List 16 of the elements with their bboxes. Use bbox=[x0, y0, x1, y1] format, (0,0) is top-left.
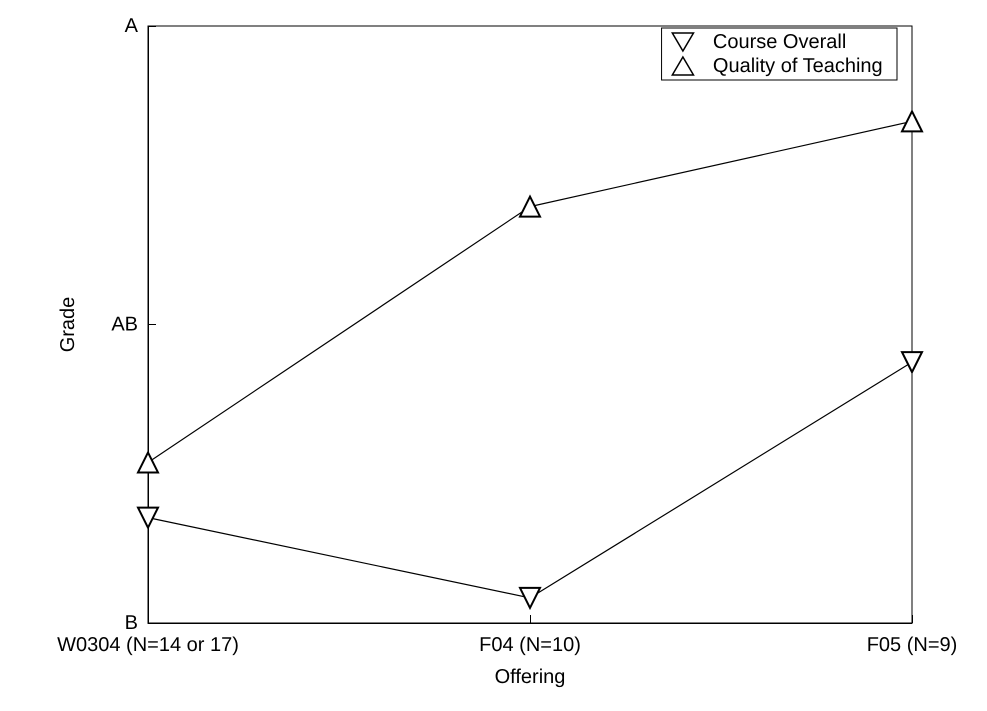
text: AB bbox=[111, 314, 138, 336]
point bbox=[137, 506, 159, 529]
point bbox=[137, 451, 159, 474]
legend-label: Quality of Teaching bbox=[712, 55, 883, 77]
x-tick-label: W0304 (N=14 or 17) bbox=[57, 634, 239, 656]
x-axis-title: Offering bbox=[494, 666, 566, 688]
legend-label: Course Overall bbox=[712, 31, 846, 53]
text: B bbox=[124, 612, 138, 634]
text: A bbox=[124, 15, 139, 37]
point bbox=[519, 586, 541, 609]
y-axis-title: Grade bbox=[57, 296, 79, 352]
point bbox=[519, 196, 541, 218]
x-tick-label: F05 (N=9) bbox=[866, 634, 958, 656]
point bbox=[901, 110, 923, 132]
x-tick-label: F04 (N=10) bbox=[479, 634, 581, 656]
point bbox=[901, 351, 923, 374]
